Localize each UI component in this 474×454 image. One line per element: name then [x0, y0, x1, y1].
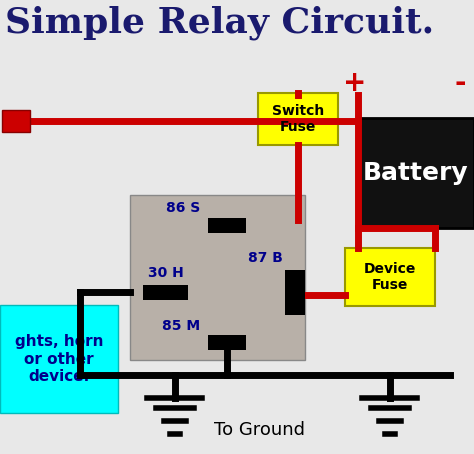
- Text: Battery: Battery: [363, 161, 469, 185]
- Text: 30 H: 30 H: [148, 266, 184, 280]
- Bar: [2, 110, 30, 132]
- Bar: [285, 270, 305, 315]
- Text: 87 B: 87 B: [248, 251, 283, 265]
- Bar: [358, 118, 474, 228]
- Text: Device
Fuse: Device Fuse: [364, 262, 416, 292]
- Bar: [208, 218, 246, 233]
- Text: -: -: [454, 69, 466, 97]
- Text: Switch
Fuse: Switch Fuse: [272, 104, 324, 134]
- Bar: [208, 335, 246, 350]
- Text: Simple Relay Circuit.: Simple Relay Circuit.: [5, 5, 434, 39]
- Text: To Ground: To Ground: [215, 421, 306, 439]
- Text: +: +: [343, 69, 367, 97]
- Text: 86 S: 86 S: [166, 201, 200, 215]
- Bar: [258, 93, 338, 145]
- Bar: [345, 248, 435, 306]
- Bar: [0, 305, 118, 413]
- Text: ghts, horn
or other
device.: ghts, horn or other device.: [15, 334, 103, 384]
- Bar: [130, 195, 305, 360]
- Bar: [143, 285, 188, 300]
- Text: 85 M: 85 M: [162, 319, 200, 333]
